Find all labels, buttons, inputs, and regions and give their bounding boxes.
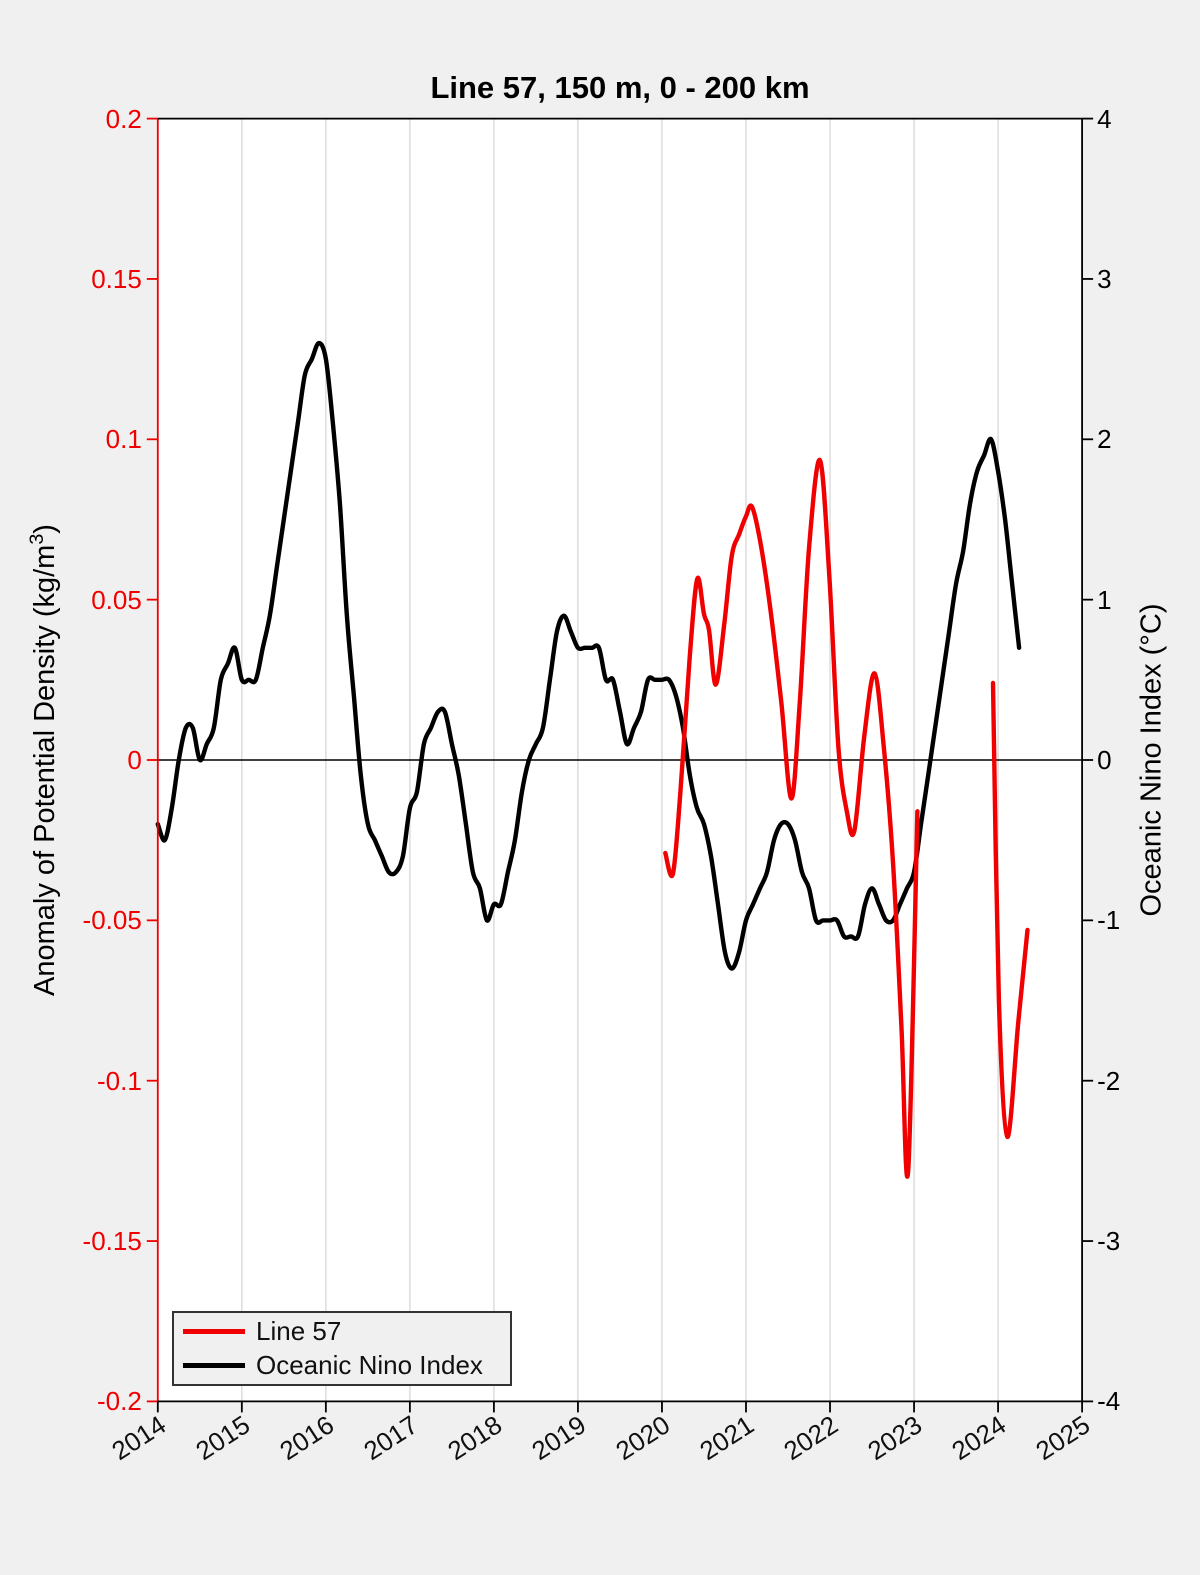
left-y-tick-label: 0.1 xyxy=(105,424,142,455)
legend-item-oceanic-nino-index: Oceanic Nino Index xyxy=(183,1350,510,1381)
legend: Line 57 Oceanic Nino Index xyxy=(172,1311,512,1386)
left-axis-title: Anomaly of Potential Density (kg/m3) xyxy=(26,524,62,996)
left-y-tick-label: 0.15 xyxy=(91,263,142,294)
legend-label-oceanic-nino-index: Oceanic Nino Index xyxy=(256,1350,483,1380)
legend-line-sample-black xyxy=(183,1363,245,1368)
right-y-tick-label: -4 xyxy=(1097,1386,1121,1417)
right-axis-title: Oceanic Nino Index (°C) xyxy=(1135,603,1168,917)
left-y-tick-label: 0 xyxy=(127,745,142,775)
right-y-tick-label: 3 xyxy=(1097,263,1112,294)
right-y-tick-label: -3 xyxy=(1097,1226,1121,1257)
left-y-tick-label: -0.2 xyxy=(96,1386,142,1417)
right-y-tick-label: 1 xyxy=(1097,584,1112,615)
legend-line-sample-red xyxy=(183,1329,245,1334)
left-axis-title-text: Anomaly of Potential Density (kg/m xyxy=(28,544,61,996)
left-y-tick-label: 0.2 xyxy=(105,103,142,134)
legend-label-line-57: Line 57 xyxy=(256,1316,342,1346)
right-y-tick-label: 0 xyxy=(1097,745,1112,775)
series-line-57 xyxy=(663,457,920,1179)
chart-title: Line 57, 150 m, 0 - 200 km xyxy=(430,70,810,105)
series-line-57 xyxy=(990,680,1030,1140)
left-y-tick-label: -0.15 xyxy=(82,1226,142,1257)
right-y-tick-label: 2 xyxy=(1097,424,1112,455)
left-axis-title-suffix: ) xyxy=(28,524,61,534)
legend-item-line-57: Line 57 xyxy=(183,1316,510,1347)
right-y-tick-label: -1 xyxy=(1097,905,1121,936)
left-y-tick-label: -0.1 xyxy=(96,1065,142,1096)
left-y-tick-label: -0.05 xyxy=(82,905,142,936)
right-y-tick-label: -2 xyxy=(1097,1065,1121,1096)
left-y-tick-label: 0.05 xyxy=(91,584,142,615)
right-y-tick-label: 4 xyxy=(1097,103,1112,134)
series-oceanic-nino-index xyxy=(155,340,1022,971)
left-axis-title-sup: 3 xyxy=(26,533,49,545)
